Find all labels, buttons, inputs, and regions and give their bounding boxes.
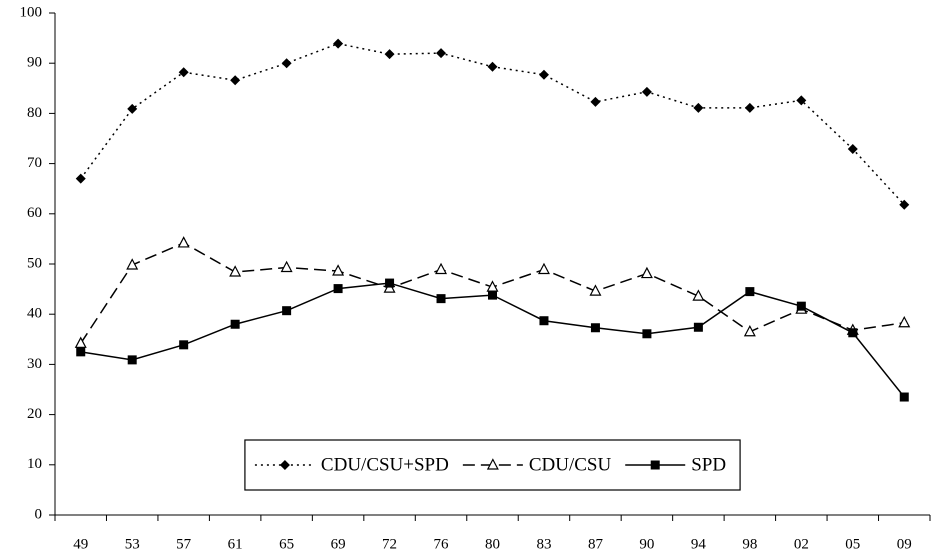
legend-label: CDU/CSU+SPD <box>321 454 449 475</box>
marker <box>333 284 343 294</box>
marker <box>537 262 550 275</box>
marker <box>127 103 138 114</box>
marker <box>590 96 601 107</box>
x-tick-label: 98 <box>742 536 757 552</box>
marker <box>848 328 858 338</box>
y-tick-label: 20 <box>27 406 42 422</box>
marker <box>744 102 755 113</box>
x-tick-label: 94 <box>691 536 707 552</box>
marker <box>230 319 240 329</box>
marker <box>538 69 549 80</box>
x-tick-label: 87 <box>588 536 604 552</box>
x-tick-label: 09 <box>897 536 912 552</box>
marker <box>796 95 807 106</box>
marker <box>178 67 189 78</box>
series-line <box>80 282 905 398</box>
x-tick-label: 72 <box>382 536 397 552</box>
marker <box>436 48 447 59</box>
marker <box>279 460 290 470</box>
x-tick-label: 69 <box>331 536 346 552</box>
marker <box>488 290 497 300</box>
x-tick-label: 49 <box>73 536 88 552</box>
marker <box>126 258 139 270</box>
marker <box>435 262 448 275</box>
x-tick-label: 53 <box>125 536 140 552</box>
x-tick-label: 05 <box>845 536 860 552</box>
y-tick-label: 60 <box>27 205 42 221</box>
marker <box>641 86 652 97</box>
y-tick-label: 30 <box>27 356 42 372</box>
x-tick-label: 90 <box>639 536 654 552</box>
marker <box>280 260 293 273</box>
y-tick-label: 80 <box>27 105 42 121</box>
y-tick-label: 100 <box>20 4 43 20</box>
legend: CDU/CSU+SPD CDU/CSU SPD <box>244 439 741 491</box>
legend-label: CDU/CSU <box>529 454 612 475</box>
marker <box>281 58 292 69</box>
marker <box>486 458 499 470</box>
marker <box>642 329 652 339</box>
marker <box>847 144 858 155</box>
x-tick-label: 83 <box>536 536 551 552</box>
legend-label: SPD <box>691 454 726 475</box>
marker <box>127 355 137 365</box>
marker <box>539 316 549 326</box>
x-tick-label: 76 <box>434 536 450 552</box>
marker <box>333 38 344 49</box>
marker <box>693 102 704 113</box>
marker <box>692 289 705 301</box>
x-tick-label: 61 <box>228 536 243 552</box>
marker <box>177 236 190 248</box>
marker <box>899 392 909 402</box>
y-tick-label: 10 <box>27 456 42 472</box>
y-tick-label: 0 <box>35 506 43 522</box>
marker <box>640 266 653 279</box>
marker <box>487 61 498 72</box>
marker <box>332 264 345 276</box>
marker <box>590 323 600 333</box>
x-tick-label: 02 <box>794 536 809 552</box>
marker <box>230 75 241 86</box>
x-tick-label: 80 <box>485 536 500 552</box>
marker <box>898 315 911 328</box>
marker <box>745 287 755 297</box>
marker <box>436 294 446 304</box>
marker <box>796 301 806 311</box>
y-tick-label: 40 <box>27 306 42 322</box>
marker <box>74 336 87 348</box>
y-tick-label: 90 <box>27 55 42 71</box>
y-tick-label: 50 <box>27 255 42 271</box>
marker <box>229 265 242 277</box>
marker <box>384 49 395 60</box>
y-tick-label: 70 <box>27 155 42 171</box>
marker <box>76 347 86 357</box>
marker <box>899 199 910 210</box>
marker <box>650 460 660 470</box>
marker <box>589 284 602 296</box>
x-tick-label: 65 <box>279 536 294 552</box>
marker <box>75 173 86 184</box>
marker <box>282 306 292 316</box>
marker <box>385 278 395 288</box>
marker <box>743 324 756 337</box>
x-tick-label: 57 <box>176 536 192 552</box>
marker <box>693 322 703 332</box>
marker <box>179 340 189 350</box>
